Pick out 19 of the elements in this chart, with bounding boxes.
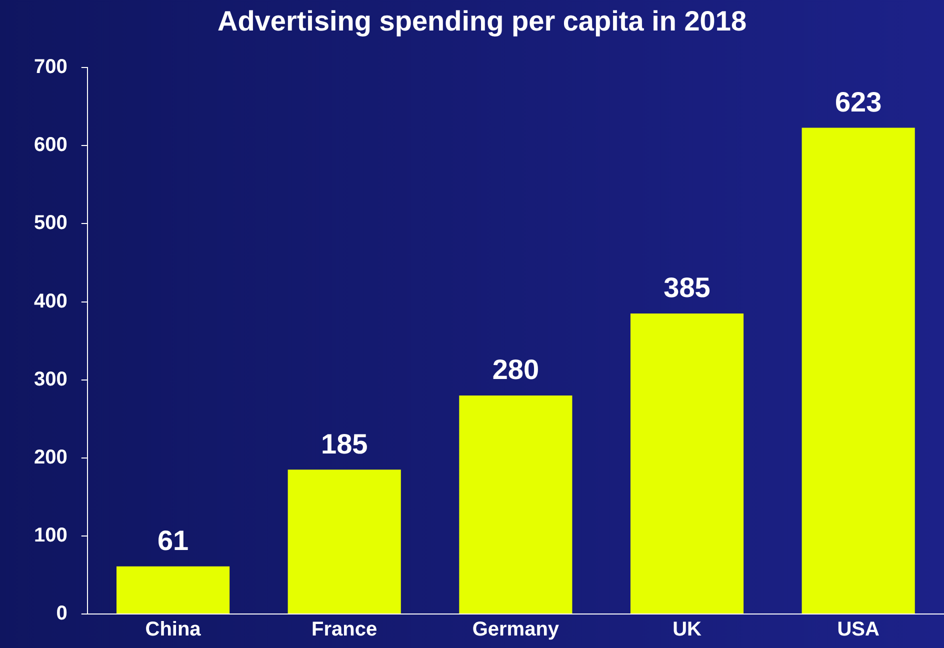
data-label: 185 [321,428,368,460]
y-tick-label: 200 [34,446,68,468]
data-label: 280 [492,354,540,386]
chart-title: Advertising spending per capita in 2018 [217,6,747,37]
y-tick-label: 100 [34,524,68,546]
data-label: 385 [664,272,710,304]
y-tick-label: 600 [34,134,68,156]
y-tick-label: 500 [34,212,68,234]
x-tick-label: France [312,618,378,641]
data-label: 623 [834,86,882,118]
y-tick-label: 700 [34,56,68,78]
x-tick-label: China [145,618,202,641]
y-tick-label: 400 [34,290,68,312]
y-tick-label: 0 [56,602,68,625]
x-tick-label: UK [672,618,702,641]
x-tick-label: Germany [472,618,560,641]
x-tick-label: USA [837,618,880,641]
data-label: 61 [157,525,189,556]
y-tick-label: 300 [34,368,68,390]
